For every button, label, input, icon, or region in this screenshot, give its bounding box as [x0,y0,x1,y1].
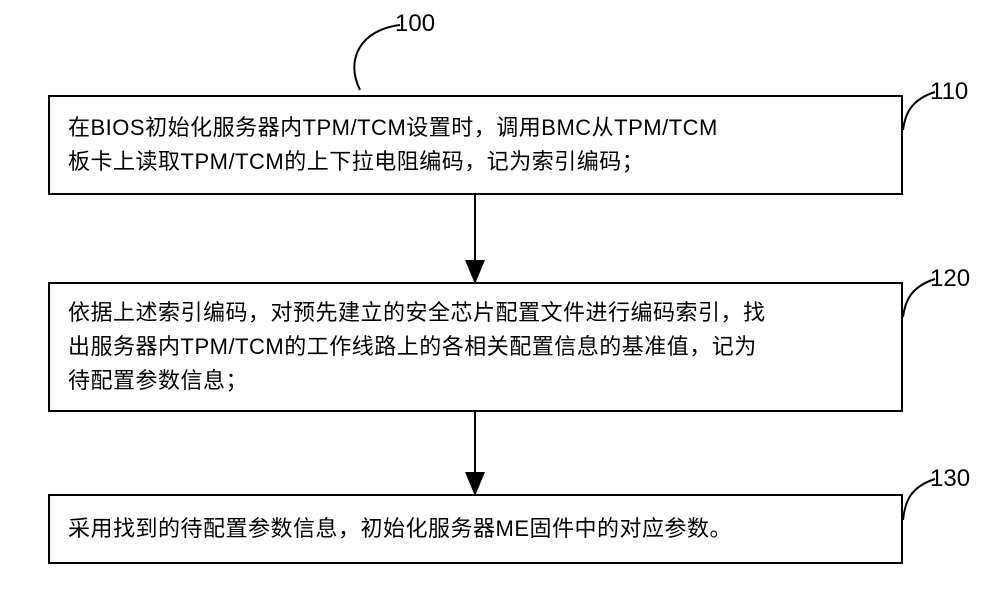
flow-step-1-text: 在BIOS初始化服务器内TPM/TCM设置时，调用BMC从TPM/TCM 板卡上… [68,111,718,179]
leader-top [354,25,400,90]
ref-label-110: 110 [930,78,968,106]
flow-step-3-text: 采用找到的待配置参数信息，初始化服务器ME固件中的对应参数。 [68,512,732,546]
flow-step-3: 采用找到的待配置参数信息，初始化服务器ME固件中的对应参数。 [48,494,903,564]
ref-label-top: 100 [395,10,435,38]
ref-label-120: 120 [930,265,970,293]
ref-label-130: 130 [930,465,970,493]
flow-step-2-text: 依据上述索引编码，对预先建立的安全芯片配置文件进行编码索引，找 出服务器内TPM… [68,296,766,398]
flow-step-2: 依据上述索引编码，对预先建立的安全芯片配置文件进行编码索引，找 出服务器内TPM… [48,282,903,412]
flow-step-1: 在BIOS初始化服务器内TPM/TCM设置时，调用BMC从TPM/TCM 板卡上… [48,95,903,195]
